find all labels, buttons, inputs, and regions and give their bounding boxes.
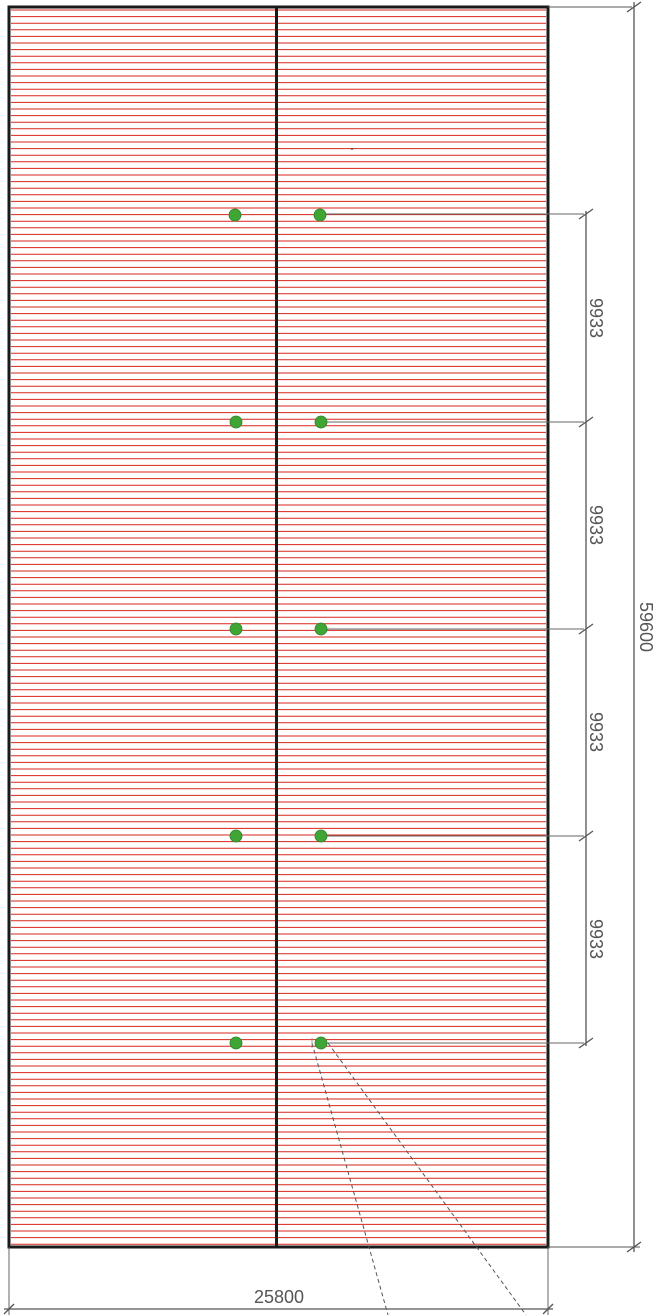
overall-length-dimension — [548, 1, 642, 1253]
anchor-leader-lines — [326, 213, 584, 1044]
outer-frame — [7, 5, 550, 1249]
dimension-tick — [626, 1241, 642, 1253]
anchor-point-right — [314, 415, 328, 429]
anchor-point-left — [228, 208, 242, 222]
anchor-point-right — [313, 208, 327, 222]
anchor-points — [228, 208, 328, 1050]
anchor-point-left — [229, 415, 243, 429]
hatch-lines-left-panel — [11, 9, 275, 1245]
dashed-guide-line — [311, 1042, 389, 1315]
spacing-dimension — [578, 208, 594, 1049]
dimension-tick — [578, 416, 594, 428]
anchor-point-right — [314, 1036, 328, 1050]
anchor-point-right — [314, 829, 328, 843]
hatch-lines-right-panel — [278, 9, 546, 1245]
dashed-guide-lines — [311, 1042, 527, 1315]
spacing-label-3: 9933 — [586, 712, 606, 752]
dimension-tick — [3, 1303, 15, 1315]
dashed-guide-line — [327, 1042, 527, 1315]
dimension-tick — [578, 1037, 594, 1049]
dimension-tick — [626, 1, 642, 13]
dimension-tick — [578, 830, 594, 842]
spacing-label-2: 9933 — [586, 505, 606, 545]
overall-width-dimension — [3, 1247, 554, 1315]
dimension-tick — [542, 1303, 554, 1315]
anchor-point-left — [229, 829, 243, 843]
dimension-tick — [578, 208, 594, 220]
small-mark — [351, 148, 353, 150]
overall-length-label: 59600 — [636, 602, 656, 652]
anchor-point-left — [229, 1036, 243, 1050]
anchor-point-left — [229, 622, 243, 636]
dimension-tick — [578, 623, 594, 635]
overall-width-label: 25800 — [254, 1287, 304, 1307]
anchor-point-right — [314, 622, 328, 636]
spacing-label-1: 9933 — [586, 298, 606, 338]
spacing-label-4: 9933 — [586, 919, 606, 959]
